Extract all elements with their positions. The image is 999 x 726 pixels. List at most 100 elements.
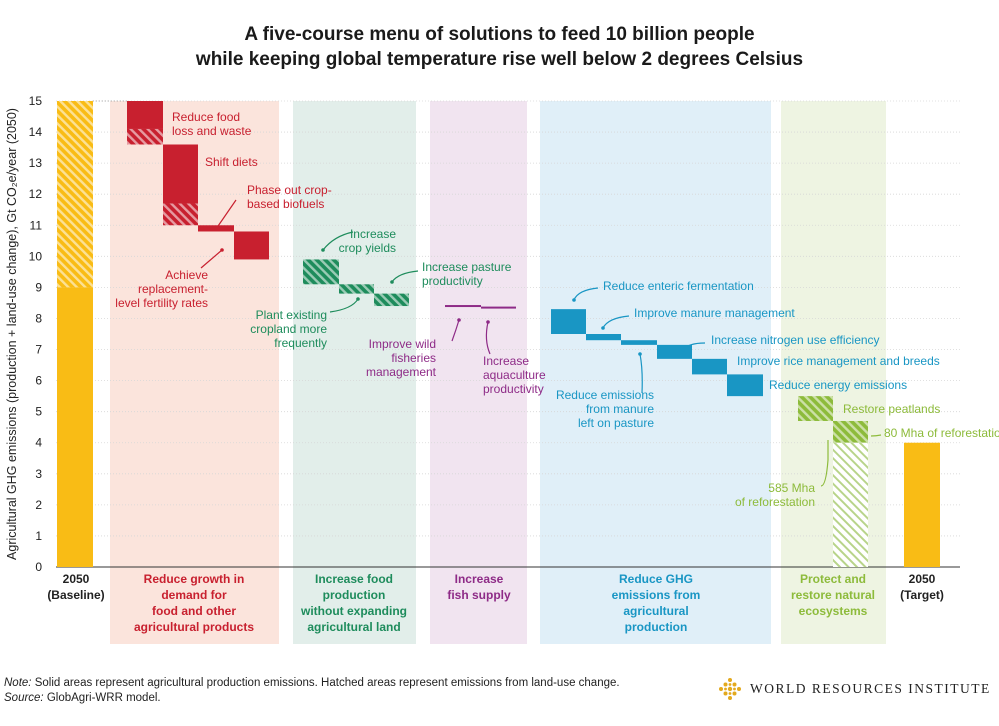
step-bar-4-6 bbox=[727, 374, 763, 397]
step-bar-3-2 bbox=[481, 306, 516, 309]
category-label: production bbox=[625, 620, 688, 634]
note-label: Note: bbox=[4, 677, 32, 689]
annotation-arrow bbox=[215, 199, 237, 230]
annotation-label: level fertility rates bbox=[115, 296, 208, 310]
annotation-label: Phase out crop- bbox=[247, 183, 332, 197]
annotation-label: cropland more bbox=[250, 322, 327, 336]
category-label: demand for bbox=[161, 588, 227, 602]
category-label: without expanding bbox=[300, 604, 407, 618]
annotation-label: of reforestation bbox=[735, 495, 815, 509]
annotation-label: Increase bbox=[483, 354, 529, 368]
annotation-label: Improve wild bbox=[369, 337, 436, 351]
y-tick-label: 8 bbox=[35, 311, 42, 325]
target-bar bbox=[904, 442, 940, 567]
annotation-label: Reduce enteric fermentation bbox=[603, 279, 754, 293]
annotation-label: Achieve bbox=[165, 268, 208, 282]
footer: Note: Solid areas represent agricultural… bbox=[4, 676, 620, 706]
annotation-label: Increase nitrogen use efficiency bbox=[711, 333, 880, 347]
annotation-arrowhead bbox=[220, 248, 224, 252]
group-panel-4 bbox=[540, 101, 771, 644]
step-bar-4-5 bbox=[692, 358, 727, 375]
annotation-label: frequently bbox=[274, 336, 327, 350]
category-label: food and other bbox=[152, 604, 236, 618]
y-tick-label: 13 bbox=[29, 156, 43, 170]
chart-title: A five-course menu of solutions to feed … bbox=[0, 22, 999, 72]
step-bar-1-1-land-use bbox=[127, 128, 163, 145]
step-bar-1-1-production bbox=[127, 101, 163, 129]
category-label: restore natural bbox=[791, 588, 875, 602]
annotation-arrowhead bbox=[214, 227, 218, 231]
annotation-label: productivity bbox=[483, 382, 544, 396]
step-bar-1-2-land-use bbox=[163, 203, 198, 226]
category-label: agricultural bbox=[623, 604, 688, 618]
y-tick-label: 5 bbox=[35, 405, 42, 419]
y-tick-label: 11 bbox=[30, 218, 43, 232]
category-label: Protect and bbox=[800, 572, 866, 586]
annotation-label: crop yields bbox=[339, 241, 396, 255]
footer-note: Note: Solid areas represent agricultural… bbox=[4, 676, 620, 691]
annotation-arrowhead bbox=[572, 298, 576, 302]
y-tick-label: 4 bbox=[35, 436, 42, 450]
annotation-label: Reduce energy emissions bbox=[769, 378, 907, 392]
annotation-arrow bbox=[870, 434, 882, 437]
source-label: Source: bbox=[4, 692, 44, 704]
target-label: (Target) bbox=[900, 588, 944, 602]
annotation-label: productivity bbox=[422, 274, 483, 288]
annotation-arrow bbox=[820, 440, 829, 487]
step-bar-2-3 bbox=[374, 293, 409, 307]
step-bar-5-2 bbox=[833, 420, 868, 443]
y-tick-label: 9 bbox=[35, 280, 42, 294]
note-text: Solid areas represent agricultural produ… bbox=[31, 677, 620, 689]
category-label: fish supply bbox=[447, 588, 511, 602]
y-tick-label: 12 bbox=[29, 187, 43, 201]
category-label: ecosystems bbox=[799, 604, 868, 618]
group-panel-2 bbox=[293, 101, 416, 644]
y-tick-label: 3 bbox=[35, 467, 42, 481]
category-label: Reduce growth in bbox=[144, 572, 245, 586]
y-tick-label: 0 bbox=[35, 560, 42, 574]
annotation-arrow bbox=[200, 249, 223, 269]
annotation-label: fisheries bbox=[391, 351, 436, 365]
annotation-label: Improve manure management bbox=[634, 306, 795, 320]
baseline-label: (Baseline) bbox=[47, 588, 104, 602]
category-label: Increase bbox=[455, 572, 504, 586]
step-bar-5-3 bbox=[833, 442, 868, 567]
y-tick-label: 15 bbox=[29, 94, 43, 108]
category-label: agricultural products bbox=[134, 620, 254, 634]
annotation-label: 585 Mha bbox=[768, 481, 815, 495]
annotation-label: Increase bbox=[350, 227, 396, 241]
annotation-label: Shift diets bbox=[205, 155, 258, 169]
category-label: Increase food bbox=[315, 572, 393, 586]
baseline-label: 2050 bbox=[63, 572, 90, 586]
annotation-arrowhead bbox=[457, 318, 461, 322]
annotation-arrow bbox=[485, 321, 491, 355]
annotation-arrowhead bbox=[356, 297, 360, 301]
y-axis-label: Agricultural GHG emissions (production +… bbox=[5, 108, 19, 560]
chart-title-line-1: A five-course menu of solutions to feed … bbox=[244, 24, 755, 45]
annotation-label: Reduce emissions bbox=[556, 388, 654, 402]
baseline-bar-production bbox=[57, 287, 93, 567]
annotation-label: management bbox=[366, 365, 437, 379]
y-tick-label: 7 bbox=[35, 343, 42, 357]
y-tick-label: 1 bbox=[35, 529, 42, 543]
step-bar-4-2 bbox=[586, 334, 621, 341]
step-bar-3-1 bbox=[445, 305, 481, 308]
annotation-label: based biofuels bbox=[247, 197, 324, 211]
group-panel-3 bbox=[430, 101, 527, 644]
step-bar-4-1 bbox=[551, 309, 586, 334]
category-label: Reduce GHG bbox=[619, 572, 693, 586]
step-bar-1-4 bbox=[234, 231, 269, 260]
target-label: 2050 bbox=[909, 572, 936, 586]
annotation-label: replacement- bbox=[138, 282, 208, 296]
annotation-arrow bbox=[602, 315, 630, 329]
annotation-label: Restore peatlands bbox=[843, 402, 940, 416]
annotation-arrowhead bbox=[486, 320, 490, 324]
annotation-arrow bbox=[391, 270, 419, 283]
wri-logo-text: WORLD RESOURCES INSTITUTE bbox=[750, 681, 991, 696]
annotation-arrow bbox=[639, 353, 643, 394]
annotation-label: aquaculture bbox=[483, 368, 546, 382]
footer-source: Source: GlobAgri-WRR model. bbox=[4, 691, 620, 706]
category-label: agricultural land bbox=[307, 620, 400, 634]
annotation-label: Improve rice management and breeds bbox=[737, 354, 940, 368]
baseline-bar-land-use bbox=[57, 101, 93, 288]
